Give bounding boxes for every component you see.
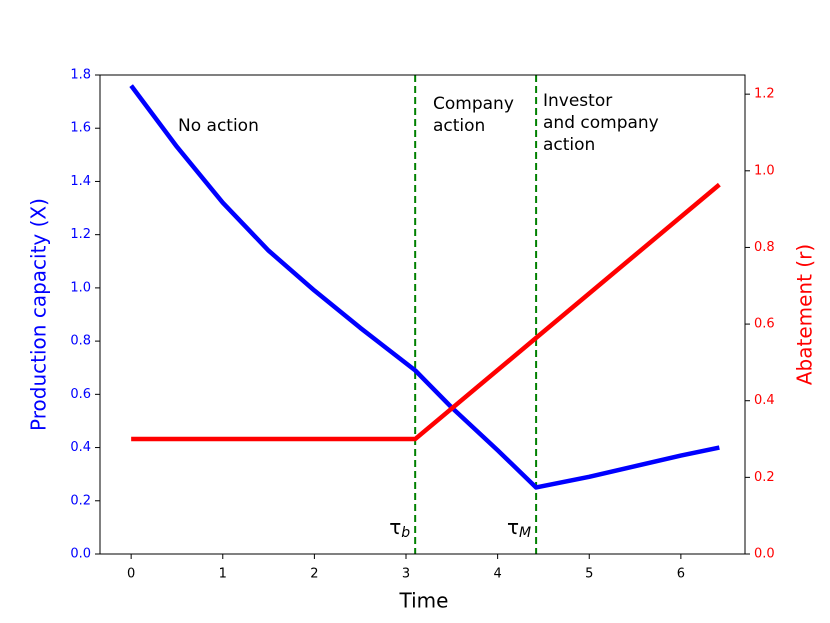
marker-sub: M <box>519 525 531 541</box>
y-tick-label: 1.2 <box>70 227 91 242</box>
marker-symbol: τ <box>389 515 401 539</box>
x-tick-label: 2 <box>310 567 318 582</box>
y-tick-label: 0.6 <box>70 387 91 402</box>
x-tick-label: 5 <box>585 567 593 582</box>
y2-tick-label: 1.2 <box>754 87 775 102</box>
y-tick-label: 1.4 <box>70 174 91 189</box>
y-tick-label: 0.4 <box>70 440 91 455</box>
y2-axis-label: Abatement (r) <box>793 244 817 385</box>
y-tick-label: 0.0 <box>70 547 91 562</box>
x-axis-label: Time <box>399 589 449 613</box>
annotation: action <box>543 135 595 155</box>
y-axis-label: Production capacity (X) <box>27 198 51 431</box>
series-line <box>129 84 720 490</box>
y-tick-label: 0.8 <box>70 334 91 349</box>
x-tick-label: 3 <box>402 567 410 582</box>
marker-sub: b <box>401 525 410 541</box>
y-tick-label: 0.2 <box>70 493 91 508</box>
y2-tick-label: 0.0 <box>754 547 775 562</box>
annotation: Company <box>433 94 514 114</box>
x-tick-label: 4 <box>493 567 501 582</box>
y2-tick-label: 1.0 <box>754 163 775 178</box>
y-tick-label: 1.6 <box>70 121 91 136</box>
y2-tick-label: 0.2 <box>754 470 775 485</box>
marker-label: τb <box>389 515 410 542</box>
annotation: Investor <box>543 91 612 111</box>
annotation: and company <box>543 113 659 133</box>
y2-tick-label: 0.8 <box>754 240 775 255</box>
y2-tick-label: 0.6 <box>754 317 775 332</box>
x-tick-label: 1 <box>219 567 227 582</box>
marker-symbol: τ <box>507 515 519 539</box>
series-line <box>131 182 721 442</box>
y-tick-label: 1.0 <box>70 280 91 295</box>
y-tick-label: 1.8 <box>70 68 91 83</box>
annotation: action <box>433 116 485 136</box>
annotation: No action <box>178 116 259 136</box>
x-tick-label: 6 <box>677 567 685 582</box>
plot-frame <box>99 74 746 555</box>
y2-tick-label: 0.4 <box>754 393 775 408</box>
marker-label: τM <box>507 515 531 542</box>
x-tick-label: 0 <box>127 567 135 582</box>
